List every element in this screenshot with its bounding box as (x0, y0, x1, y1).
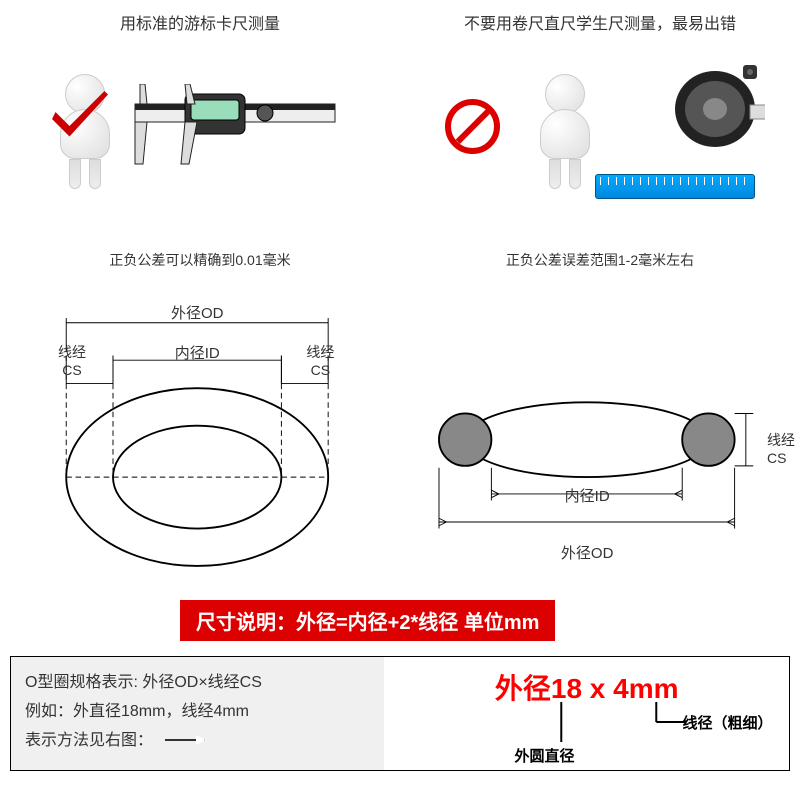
spec-box: O型圈规格表示: 外径OD×线经CS 例如：外直径18mm，线经4mm 表示方法… (10, 656, 790, 771)
tape-measure-icon (665, 59, 765, 159)
ruler-icon (595, 174, 755, 199)
spec-example: 外径18 x 4mm 外圆直径 线径（粗细） (384, 657, 789, 770)
cs-right-label: 线经 CS (306, 342, 334, 378)
ruler-illustration (415, 44, 785, 224)
spec-line2: 例如：外直径18mm，线经4mm (25, 698, 370, 727)
oring-top-view: 外径OD 线经 CS 内径ID 线经 CS (10, 290, 384, 580)
caliper-icon (125, 84, 345, 184)
id-label-cross: 内径ID (384, 485, 790, 506)
od-label-cross: 外径OD (384, 542, 790, 563)
id-label: 内径ID (110, 342, 284, 363)
correct-footer: 正负公差可以精确到0.01毫米 (0, 250, 400, 270)
correct-method-panel: 用标准的游标卡尺测量 正负公差可以精确到0.01毫米 (0, 0, 400, 280)
arrow-right-icon (165, 739, 205, 741)
checkmark-icon (45, 84, 115, 159)
annot-cs: 线径（粗细） (682, 712, 772, 733)
oring-cross-section: 线经 CS 内径ID 外径OD (384, 290, 790, 580)
wrong-footer: 正负公差误差范围1-2毫米左右 (400, 250, 800, 270)
measurement-advice-row: 用标准的游标卡尺测量 正负公差可以精确到0.01毫米 (0, 0, 800, 280)
spec-description: O型圈规格表示: 外径OD×线经CS 例如：外直径18mm，线经4mm 表示方法… (11, 657, 384, 770)
od-label: 外径OD (10, 302, 384, 323)
formula-container: 尺寸说明：外径=内径+2*线径 单位mm (0, 590, 800, 651)
annot-od: 外圆直径 (514, 745, 574, 766)
caliper-illustration (15, 44, 385, 224)
spec-line1: O型圈规格表示: 外径OD×线经CS (25, 669, 370, 698)
cs-left-label: 线经 CS (58, 342, 86, 378)
correct-header: 用标准的游标卡尺测量 (15, 10, 385, 34)
formula-bar: 尺寸说明：外径=内径+2*线径 单位mm (180, 600, 555, 641)
cs-label: 线经 CS (767, 430, 795, 466)
wrong-method-panel: 不要用卷尺直尺学生尺测量，最易出错 正负公差误差范围1-2毫米左右 (400, 0, 800, 280)
oring-diagram-row: 外径OD 线经 CS 内径ID 线经 CS 线经 CS (0, 280, 800, 590)
spec-line3: 表示方法见右图： (25, 727, 370, 756)
person-icon (535, 74, 595, 194)
wrong-header: 不要用卷尺直尺学生尺测量，最易出错 (415, 10, 785, 34)
prohibited-icon (445, 99, 500, 154)
